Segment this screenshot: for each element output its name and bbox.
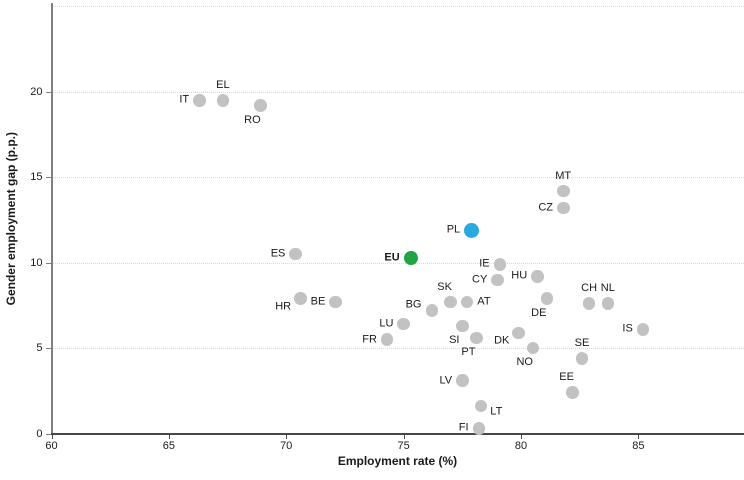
point-label-ch: CH xyxy=(581,282,598,295)
data-point-nl xyxy=(601,297,615,310)
data-point-si xyxy=(456,319,469,333)
y-axis-title: Gender employment gap (p.p.) xyxy=(4,131,18,306)
data-point-bg xyxy=(425,304,438,317)
data-point-ch xyxy=(582,297,596,310)
point-label-pl: PL xyxy=(446,223,461,236)
point-label-mt: MT xyxy=(555,169,572,182)
y-axis-title-wrap: Gender employment gap (p.p.) xyxy=(1,3,21,434)
point-label-no: NO xyxy=(516,356,533,369)
point-label-sk: SK xyxy=(437,280,452,293)
point-label-at: AT xyxy=(477,295,491,308)
point-label-es: ES xyxy=(270,247,286,260)
x-tick-80 xyxy=(521,434,522,439)
point-label-nl: NL xyxy=(600,282,615,295)
point-label-dk: DK xyxy=(494,334,510,347)
data-point-at xyxy=(460,295,474,309)
y-axis-line xyxy=(50,3,53,435)
x-axis-line xyxy=(50,433,744,435)
point-label-cz: CZ xyxy=(538,201,553,214)
data-point-eu xyxy=(403,250,418,265)
x-tick-label: 60 xyxy=(45,439,58,452)
y-tick-10 xyxy=(45,262,51,264)
point-label-it: IT xyxy=(179,93,190,106)
point-label-lu: LU xyxy=(379,317,394,330)
gridline-y-20 xyxy=(51,91,744,93)
x-tick-label: 65 xyxy=(162,439,176,452)
point-label-pt: PT xyxy=(461,346,476,359)
data-point-it xyxy=(193,94,206,107)
point-label-de: DE xyxy=(531,306,547,319)
x-tick-label: 70 xyxy=(280,439,293,452)
point-label-hr: HR xyxy=(275,300,292,312)
point-label-cy: CY xyxy=(472,273,488,286)
point-label-fr: FR xyxy=(362,333,377,345)
point-label-lv: LV xyxy=(439,374,453,386)
point-label-ie: IE xyxy=(479,257,490,270)
x-tick-label: 75 xyxy=(397,439,410,452)
point-label-be: BE xyxy=(310,295,326,308)
y-tick-label: 10 xyxy=(30,256,43,269)
point-label-ee: EE xyxy=(559,371,574,384)
data-point-fr xyxy=(380,333,394,346)
x-tick-85 xyxy=(638,434,640,439)
y-tick-5 xyxy=(45,348,51,350)
gridline-y-25 xyxy=(51,6,744,8)
data-point-ie xyxy=(493,258,507,271)
data-point-hr xyxy=(294,292,307,305)
y-tick-label: 5 xyxy=(36,342,43,355)
data-point-is xyxy=(636,323,650,336)
y-tick-label: 0 xyxy=(36,427,43,440)
y-tick-label: 20 xyxy=(30,85,43,98)
point-label-el: EL xyxy=(216,79,230,92)
data-point-fi xyxy=(472,422,485,435)
y-tick-0 xyxy=(45,433,51,435)
y-tick-15 xyxy=(45,177,51,179)
data-point-cz xyxy=(557,201,570,215)
point-label-is: IS xyxy=(622,322,633,335)
data-point-cy xyxy=(491,273,504,286)
data-point-lt xyxy=(474,399,488,413)
y-tick-label: 15 xyxy=(30,171,43,184)
point-label-se: SE xyxy=(574,337,590,350)
data-point-mt xyxy=(557,184,570,198)
point-label-ro: RO xyxy=(244,113,261,126)
gridline-y-15 xyxy=(51,177,744,179)
data-point-ro xyxy=(254,99,267,112)
y-tick-20 xyxy=(45,91,51,93)
x-tick-70 xyxy=(286,434,288,439)
point-label-hu: HU xyxy=(511,269,528,282)
x-axis-title-wrap: Employment rate (%) xyxy=(51,452,744,470)
x-tick-label: 85 xyxy=(632,439,645,452)
data-point-se xyxy=(575,352,589,365)
data-point-es xyxy=(289,247,302,261)
x-tick-60 xyxy=(51,434,53,439)
data-point-ee xyxy=(566,386,579,399)
point-label-eu: EU xyxy=(384,251,400,263)
data-point-be xyxy=(329,295,342,309)
gridline-y-10 xyxy=(51,262,744,264)
x-tick-65 xyxy=(168,434,170,439)
data-point-sk xyxy=(444,295,457,309)
data-point-lu xyxy=(397,317,410,331)
point-label-si: SI xyxy=(449,334,460,347)
data-point-dk xyxy=(512,326,525,339)
data-point-el xyxy=(216,94,230,107)
gridline-y-5 xyxy=(51,348,744,350)
data-point-pl xyxy=(464,222,480,238)
data-point-lv xyxy=(456,374,469,387)
x-tick-75 xyxy=(403,434,405,439)
point-label-fi: FI xyxy=(458,421,469,434)
data-point-pt xyxy=(470,331,483,345)
x-axis-title: Employment rate (%) xyxy=(337,454,458,468)
data-point-hu xyxy=(531,270,544,283)
data-point-de xyxy=(540,292,554,305)
data-point-no xyxy=(526,341,539,355)
point-label-lt: LT xyxy=(490,405,503,418)
point-label-bg: BG xyxy=(405,298,422,310)
x-tick-label: 80 xyxy=(514,439,528,452)
